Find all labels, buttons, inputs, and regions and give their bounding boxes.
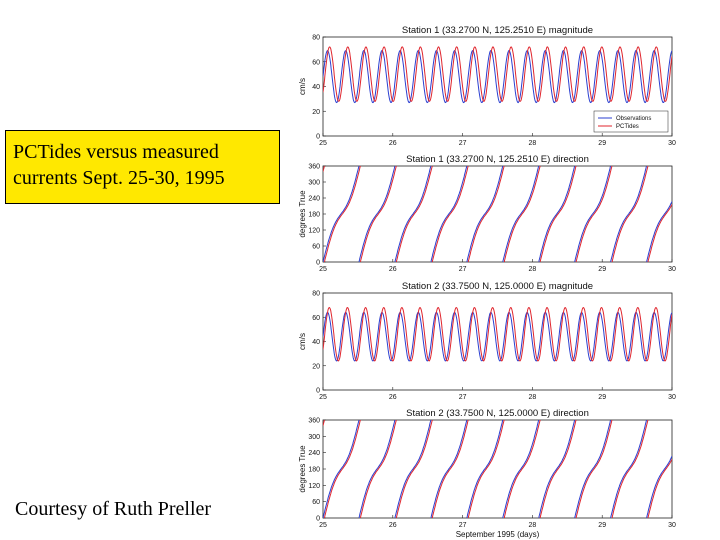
chart-title: Station 2 (33.7500 N, 125.0000 E) direct… [406, 408, 589, 419]
y-tick-label: 0 [316, 260, 320, 267]
y-tick-label: 80 [312, 35, 320, 42]
y-tick-label: 240 [308, 196, 320, 203]
x-tick-label: 27 [459, 522, 467, 529]
y-tick-label: 300 [308, 180, 320, 187]
x-axis-label: September 1995 (days) [456, 530, 540, 539]
chart-title: Station 2 (33.7500 N, 125.0000 E) magnit… [402, 281, 593, 292]
x-tick-label: 30 [668, 266, 676, 273]
legend-box [593, 110, 669, 133]
x-tick-label: 25 [319, 266, 327, 273]
y-tick-label: 0 [316, 388, 320, 395]
y-tick-label: 120 [308, 483, 320, 490]
chart-panel-3: Station 2 (33.7500 N, 125.0000 E) magnit… [298, 281, 676, 401]
y-tick-label: 360 [308, 418, 320, 425]
series-line-pctides [323, 166, 672, 262]
x-tick-label: 26 [389, 394, 397, 401]
y-tick-label: 20 [312, 109, 320, 116]
credit-text: Courtesy of Ruth Preller [15, 498, 212, 520]
callout-line-2: currents Sept. 25-30, 1995 [13, 167, 225, 189]
x-tick-label: 28 [529, 266, 537, 273]
y-tick-label: 180 [308, 212, 320, 219]
y-tick-label: 60 [312, 315, 320, 322]
y-tick-label: 80 [312, 291, 320, 298]
series-line-observations [323, 420, 672, 518]
y-tick-label: 60 [312, 59, 320, 66]
plot-frame [322, 165, 673, 263]
y-axis-label: cm/s [298, 333, 307, 350]
y-axis-label: cm/s [298, 78, 307, 95]
y-tick-label: 20 [312, 363, 320, 370]
series-line-observations [323, 311, 672, 362]
x-tick-label: 27 [459, 394, 467, 401]
callout-box: PCTides versus measured currents Sept. 2… [5, 130, 280, 204]
x-tick-label: 25 [319, 394, 327, 401]
x-tick-label: 30 [668, 394, 676, 401]
y-tick-label: 0 [316, 134, 320, 141]
x-tick-label: 28 [529, 140, 537, 147]
callout-line-1: PCTides versus measured [13, 141, 219, 163]
y-axis-label: degrees True [298, 190, 307, 238]
x-tick-label: 25 [319, 522, 327, 529]
chart-panel-1: Station 1 (33.2700 N, 125.2510 E) magnit… [298, 25, 676, 147]
x-tick-label: 30 [668, 522, 676, 529]
x-tick-label: 25 [319, 140, 327, 147]
y-tick-label: 40 [312, 339, 320, 346]
y-tick-label: 180 [308, 467, 320, 474]
y-axis-label: degrees True [298, 445, 307, 493]
series-line-pctides [323, 307, 672, 362]
y-tick-label: 40 [312, 84, 320, 91]
x-tick-label: 29 [598, 140, 606, 147]
y-tick-label: 60 [312, 244, 320, 251]
series-line-pctides [323, 420, 672, 518]
x-tick-label: 29 [598, 522, 606, 529]
series-line-observations [323, 166, 672, 262]
chart-title: Station 1 (33.2700 N, 125.2510 E) magnit… [402, 25, 593, 36]
y-tick-label: 60 [312, 499, 320, 506]
y-tick-label: 300 [308, 434, 320, 441]
chart-panel-2: Station 1 (33.2700 N, 125.2510 E) direct… [298, 154, 676, 273]
x-tick-label: 27 [459, 266, 467, 273]
x-tick-label: 28 [529, 394, 537, 401]
series-line-pctides [323, 46, 672, 102]
x-tick-label: 26 [389, 522, 397, 529]
y-tick-label: 0 [316, 516, 320, 523]
x-tick-label: 26 [389, 140, 397, 147]
y-tick-label: 120 [308, 228, 320, 235]
x-tick-label: 29 [598, 394, 606, 401]
x-tick-label: 29 [598, 266, 606, 273]
x-tick-label: 28 [529, 522, 537, 529]
chart-panel-4: Station 2 (33.7500 N, 125.0000 E) direct… [298, 408, 676, 539]
x-tick-label: 30 [668, 140, 676, 147]
legend-label: PCTides [616, 124, 639, 130]
chart-title: Station 1 (33.2700 N, 125.2510 E) direct… [406, 154, 589, 165]
x-tick-label: 27 [459, 140, 467, 147]
x-tick-label: 26 [389, 266, 397, 273]
plot-frame [322, 419, 673, 519]
series-line-observations [323, 49, 672, 104]
y-tick-label: 240 [308, 450, 320, 457]
y-tick-label: 360 [308, 164, 320, 171]
legend-label: Observations [616, 116, 651, 122]
